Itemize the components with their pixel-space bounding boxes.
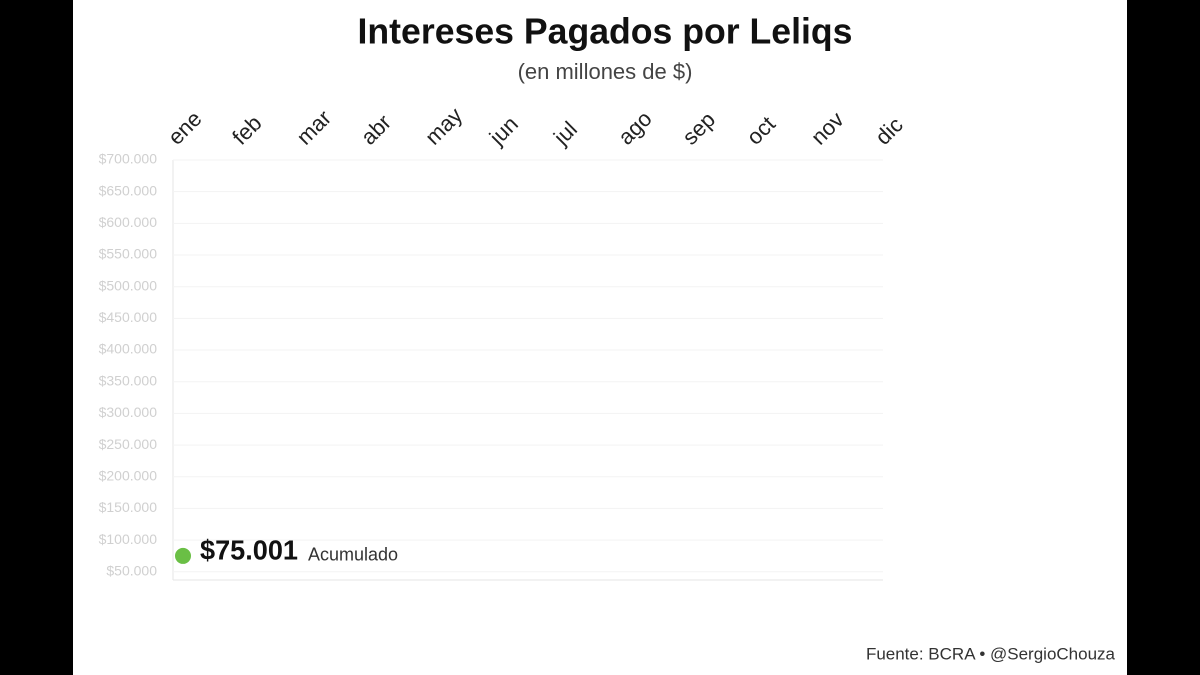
- series-label: Acumulado: [308, 545, 398, 565]
- value-label: $75.001: [200, 534, 298, 565]
- y-tick-label: $550.000: [99, 246, 158, 262]
- y-tick-label: $500.000: [99, 277, 158, 293]
- y-tick-label: $600.000: [99, 214, 158, 230]
- canvas: [73, 0, 1127, 675]
- y-tick-label: $100.000: [99, 531, 158, 547]
- y-tick-label: $400.000: [99, 341, 158, 357]
- y-tick-label: $50.000: [106, 562, 157, 578]
- y-tick-label: $150.000: [99, 499, 158, 515]
- y-tick-label: $450.000: [99, 309, 158, 325]
- y-tick-label: $250.000: [99, 436, 158, 452]
- source: Fuente: BCRA • @SergioChouza: [866, 644, 1116, 663]
- y-tick-label: $350.000: [99, 372, 158, 388]
- point: [175, 547, 191, 564]
- y-tick-label: $200.000: [99, 467, 158, 483]
- y-tick-label: $300.000: [99, 404, 158, 420]
- y-tick-label: $700.000: [99, 151, 158, 167]
- y-tick-label: $650.000: [99, 182, 158, 198]
- chart-title: Intereses Pagados por Leliqs: [358, 11, 853, 52]
- chart-subtitle: (en millones de $): [518, 59, 693, 84]
